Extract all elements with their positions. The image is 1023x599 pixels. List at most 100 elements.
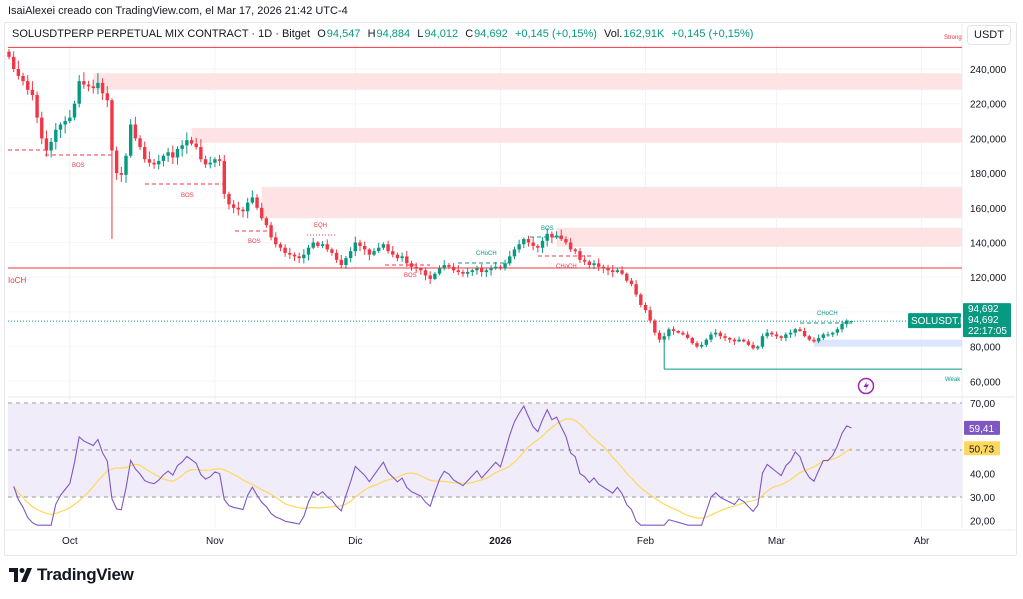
candle [732, 337, 737, 345]
candle-body [124, 155, 128, 175]
candle [812, 337, 816, 343]
candle-body [676, 330, 680, 333]
candle-body [250, 197, 255, 203]
countdown-text: 22:17:05 [968, 326, 1007, 337]
candle-body [199, 147, 203, 160]
candle [625, 272, 629, 283]
rsi-axis-label: 40,00 [970, 470, 995, 481]
last-price-text: 94,692 [968, 315, 999, 326]
candle [531, 237, 535, 251]
candle [620, 266, 624, 276]
candle-body [802, 330, 807, 337]
candle-body [68, 117, 72, 122]
candle-body [704, 339, 709, 345]
candle-body [447, 265, 451, 267]
candle-body [302, 254, 306, 259]
high-value: 94,884 [376, 28, 411, 40]
time-axis-label: Dic [348, 536, 362, 547]
candle-body [615, 270, 620, 272]
candle [451, 263, 456, 273]
candle-body [774, 334, 779, 337]
candle-body [442, 265, 446, 269]
candle-body [161, 155, 166, 161]
candle-body [601, 266, 606, 269]
candle [26, 75, 30, 95]
close-value: 94,692 [474, 28, 508, 40]
candle [330, 247, 334, 256]
candle-body [470, 270, 475, 272]
candle [311, 237, 315, 250]
candle-body [709, 334, 713, 340]
candle-body [788, 332, 793, 335]
candle [784, 332, 788, 342]
candle [302, 249, 306, 264]
candle [49, 137, 53, 158]
candle [587, 259, 592, 269]
candle [105, 86, 109, 108]
candle-body [213, 159, 217, 163]
candle [653, 319, 657, 336]
candle-body [264, 218, 269, 226]
candle [68, 110, 72, 124]
candle-body [344, 258, 348, 266]
time-axis-label: Feb [637, 536, 655, 547]
candle [465, 267, 470, 278]
candle [40, 111, 44, 145]
candle [231, 200, 236, 214]
candle-body [728, 337, 732, 340]
candle [255, 194, 259, 210]
candle [592, 259, 596, 270]
candle [269, 221, 273, 241]
candle [526, 235, 531, 247]
high-label: H [367, 28, 376, 40]
candle-body [311, 242, 315, 248]
bos-label: BOS [181, 193, 194, 199]
candle-body [713, 332, 718, 335]
volume-change: +0,145 (+0,15%) [671, 28, 754, 40]
currency-button[interactable]: USDT [967, 25, 1011, 45]
candle-body [348, 251, 353, 259]
candle [545, 228, 549, 247]
candle [11, 51, 16, 73]
candle [96, 73, 100, 95]
candle-body [367, 249, 372, 255]
chart-frame [4, 22, 1017, 556]
price-axis-label: 180,000 [970, 169, 1007, 180]
candle-body [231, 204, 236, 208]
candle-body [461, 271, 465, 274]
candle [143, 141, 147, 163]
candle [372, 248, 376, 257]
rsi-ma-value-tag-text: 50,73 [969, 444, 994, 455]
candle [213, 157, 217, 168]
candle-body [845, 320, 849, 325]
candle [353, 236, 358, 256]
candle [793, 328, 797, 337]
eqh-label: EQH [314, 223, 327, 229]
candle [802, 327, 807, 338]
candle-body [288, 252, 292, 255]
candle [433, 272, 437, 281]
candles [7, 49, 854, 351]
candle-body [96, 82, 100, 89]
candle [770, 330, 774, 337]
price-axis-label: 200,000 [970, 134, 1007, 145]
lightning-icon[interactable] [857, 377, 875, 395]
candle-body [414, 266, 418, 269]
candle-body [114, 150, 119, 174]
candle [667, 327, 671, 340]
candle-body [512, 249, 517, 257]
rsi-value-tag-text: 59,41 [969, 424, 994, 435]
candle-body [11, 56, 16, 69]
candle-body [737, 339, 741, 342]
candle [494, 261, 498, 270]
candle-body [377, 247, 381, 252]
candle-body [128, 124, 133, 156]
candle-body [82, 81, 86, 85]
time-axis-label: Oct [62, 536, 78, 547]
candle-body [49, 141, 53, 151]
candle-body [723, 336, 727, 338]
candle-body [816, 337, 821, 342]
tradingview-logo[interactable]: TradingView [9, 565, 134, 585]
candle-body [779, 336, 783, 338]
